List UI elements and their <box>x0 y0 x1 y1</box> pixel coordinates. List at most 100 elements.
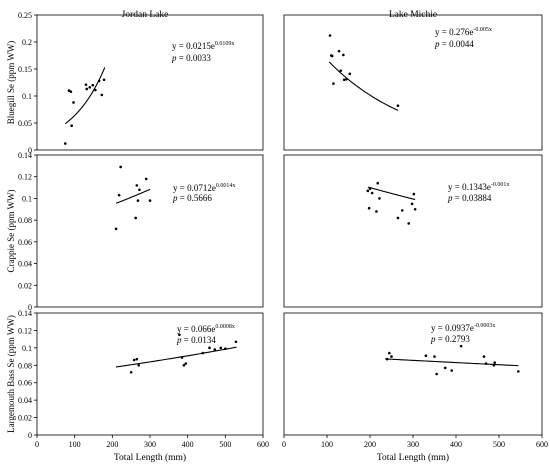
data-point <box>492 363 496 367</box>
x-axis-label: Total Length (mm) <box>114 452 186 463</box>
y-tick-label: 0.1 <box>22 344 32 353</box>
x-tick-label: 100 <box>321 440 333 449</box>
data-point <box>114 227 118 231</box>
data-point <box>70 124 73 127</box>
data-point <box>396 216 400 220</box>
data-point <box>390 355 393 358</box>
x-tick-label: 0 <box>282 440 286 449</box>
p-value: p = 0.5666 <box>172 193 212 203</box>
data-point <box>180 356 184 359</box>
data-point <box>459 344 463 348</box>
data-point <box>370 191 374 195</box>
y-tick-label: 0.08 <box>18 361 32 370</box>
regression-equation: y = 0.0712e0.0014x <box>173 183 235 193</box>
data-point <box>135 184 139 187</box>
data-point <box>234 340 238 344</box>
data-point <box>330 54 334 58</box>
x-tick-label: 500 <box>493 440 505 449</box>
p-value-number: = 0.0134 <box>182 335 217 345</box>
data-point <box>138 188 141 192</box>
data-point <box>337 49 341 53</box>
p-value: p = 0.03884 <box>447 193 492 203</box>
y-tick-label: 0.12 <box>18 173 32 182</box>
panel-title: Lake Michie <box>389 10 437 20</box>
p-value-number: = 0.2793 <box>436 334 471 344</box>
y-tick-label: 0.2 <box>22 38 32 47</box>
regression-equation: y = 0.0937e-0.0003x <box>431 323 495 333</box>
equation-exponent: 0.0109x <box>215 41 235 47</box>
data-point <box>332 82 335 85</box>
p-symbol: p <box>172 193 178 203</box>
y-tick-label: 0.08 <box>18 216 32 225</box>
x-tick-label: 400 <box>450 440 462 449</box>
data-point <box>84 83 88 86</box>
equation-base: y = 0.0937e <box>431 323 474 333</box>
data-point <box>88 86 92 89</box>
data-point <box>375 210 378 213</box>
data-point <box>72 101 75 104</box>
y-tick-label: 0.14 <box>18 309 32 318</box>
data-point <box>443 366 447 370</box>
data-point <box>435 372 438 376</box>
p-value: p = 0.0044 <box>434 39 474 49</box>
equation-base: y = 0.1343e <box>448 182 491 192</box>
data-point <box>117 193 121 197</box>
panel-frame <box>283 154 543 308</box>
equation-base: y = 0.0215e <box>172 41 215 51</box>
equation-exponent: 0.0014x <box>216 183 236 189</box>
data-point <box>342 53 345 57</box>
p-value-number: = 0.0044 <box>440 39 475 49</box>
x-tick-label: 400 <box>182 440 194 449</box>
p-symbol: p <box>434 39 440 49</box>
x-tick-label: 500 <box>219 440 231 449</box>
x-tick-label: 300 <box>407 440 419 449</box>
equation-base: y = 0.066e <box>177 324 215 334</box>
data-point <box>102 78 106 82</box>
y-tick-label: 0.04 <box>18 260 32 269</box>
panel-frame <box>283 312 543 436</box>
data-point <box>129 370 133 374</box>
x-tick-label: 200 <box>364 440 376 449</box>
p-symbol: p <box>176 335 182 345</box>
y-tick-label: 0 <box>28 146 32 155</box>
data-point <box>345 77 348 81</box>
p-value: p = 0.0134 <box>176 335 216 345</box>
y-tick-label: 0.1 <box>22 194 32 203</box>
data-point <box>219 346 223 350</box>
data-point <box>328 34 332 37</box>
equation-exponent: -0.001x <box>491 182 510 188</box>
data-point <box>63 142 67 145</box>
panel-frame <box>36 312 264 436</box>
regression-equation: y = 0.0215e0.0109x <box>172 41 234 51</box>
data-point <box>482 355 486 358</box>
y-tick-label: 0.1 <box>22 92 32 101</box>
panel-3: 0 0.02 0.04 0.06 0.08 0.1 0.12 0.14 y = 0.0712e0… <box>6 151 264 312</box>
y-tick-label: 0.04 <box>18 396 32 405</box>
y-tick-label: 0 <box>28 431 32 440</box>
data-point <box>517 370 520 373</box>
y-tick-label: 0.15 <box>18 65 32 74</box>
panel-5: 0 0.02 0.04 0.06 0.08 0.1 0.12 0.14 0 100 200 300 40… <box>6 309 269 463</box>
data-point <box>484 362 488 365</box>
trend-line <box>328 61 399 111</box>
data-point <box>135 357 139 361</box>
regression-equation: y = 0.276e-0.005x <box>435 27 492 37</box>
data-point <box>91 83 95 87</box>
panel-4: y = 0.1343e-0.001x p = 0.03884 <box>283 154 543 308</box>
panel-frame <box>283 14 543 151</box>
p-value-number: = 0.03884 <box>453 193 492 203</box>
x-tick-label: 600 <box>536 440 548 449</box>
y-tick-label: 0.02 <box>18 281 32 290</box>
y-tick-label: 0.06 <box>18 379 32 388</box>
data-point <box>339 69 343 72</box>
equation-exponent: -0.0003x <box>474 323 496 329</box>
data-point <box>433 355 436 358</box>
p-value-number: = 0.0033 <box>177 53 212 63</box>
y-tick-label: 0.06 <box>18 238 32 247</box>
data-point <box>378 197 381 200</box>
data-point <box>85 87 89 91</box>
data-point <box>396 104 400 108</box>
panel-frame <box>36 154 264 308</box>
data-point <box>376 181 380 185</box>
